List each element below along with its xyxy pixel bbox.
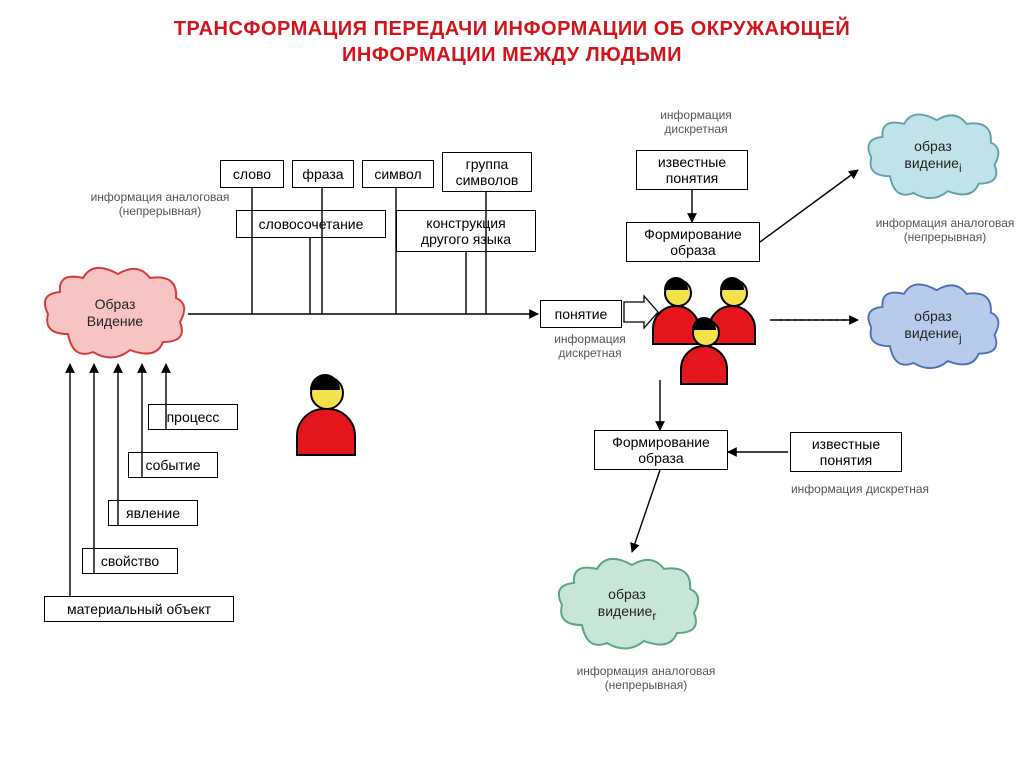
box-slovo: слово	[220, 160, 284, 188]
person-single	[290, 368, 362, 458]
cap-bot-discrete: информация дискретная	[790, 482, 930, 496]
cloud-bot-l1: образ	[608, 586, 646, 602]
cloud-left-l1: Образ	[95, 296, 136, 312]
box-form-top: Формирование образа	[626, 222, 760, 262]
cloud-bot-l2: видение	[598, 603, 653, 619]
box-gruppa: группа символов	[442, 152, 532, 192]
box-simvol: символ	[362, 160, 434, 188]
cloud-bot-sub: r	[652, 610, 656, 623]
diagram-stage: ТРАНСФОРМАЦИЯ ПЕРЕДАЧИ ИНФОРМАЦИИ ОБ ОКР…	[0, 0, 1024, 767]
box-form-bot: Формирование образа	[594, 430, 728, 470]
cloud-mr-label: образ видениеj	[878, 308, 988, 346]
cap-right-analog: информация аналоговая (непрерывная)	[870, 216, 1020, 245]
box-fraza: фраза	[292, 160, 354, 188]
cloud-tr-l1: образ	[914, 138, 952, 154]
box-slovosoch: словосочетание	[236, 210, 386, 238]
box-process: процесс	[148, 404, 238, 430]
cap-bot-analog: информация аналоговая (непрерывная)	[566, 664, 726, 693]
cloud-left-l2: Видение	[87, 313, 143, 329]
cloud-mr-l2: видение	[904, 325, 959, 341]
box-izv-top: известные понятия	[636, 150, 748, 190]
cap-left-analog: информация аналоговая (непрерывная)	[90, 190, 230, 219]
box-ponyatie: понятие	[540, 300, 622, 328]
cloud-tr-l2: видение	[904, 155, 959, 171]
cloud-bot-label: образ видениеr	[572, 586, 682, 624]
box-matobj: материальный объект	[44, 596, 234, 622]
cloud-mr-l1: образ	[914, 308, 952, 324]
cloud-left-label: Образ Видение	[60, 296, 170, 330]
box-konstruk: конструкция другого языка	[396, 210, 536, 252]
title-line2: ИНФОРМАЦИИ МЕЖДУ ЛЮДЬМИ	[0, 44, 1024, 67]
title-line1: ТРАНСФОРМАЦИЯ ПЕРЕДАЧИ ИНФОРМАЦИИ ОБ ОКР…	[0, 18, 1024, 41]
box-izv-bot: известные понятия	[790, 432, 902, 472]
cloud-tr-sub: i	[959, 162, 962, 175]
person-group-c	[676, 315, 732, 385]
cap-mid-discrete: информация дискретная	[530, 332, 650, 361]
box-sobytie: событие	[128, 452, 218, 478]
cap-top-discrete: информация дискретная	[636, 108, 756, 137]
cloud-mr-sub: j	[959, 332, 962, 345]
box-yavlenie: явление	[108, 500, 198, 526]
cloud-tr-label: образ видениеi	[878, 138, 988, 176]
box-svoystvo: свойство	[82, 548, 178, 574]
